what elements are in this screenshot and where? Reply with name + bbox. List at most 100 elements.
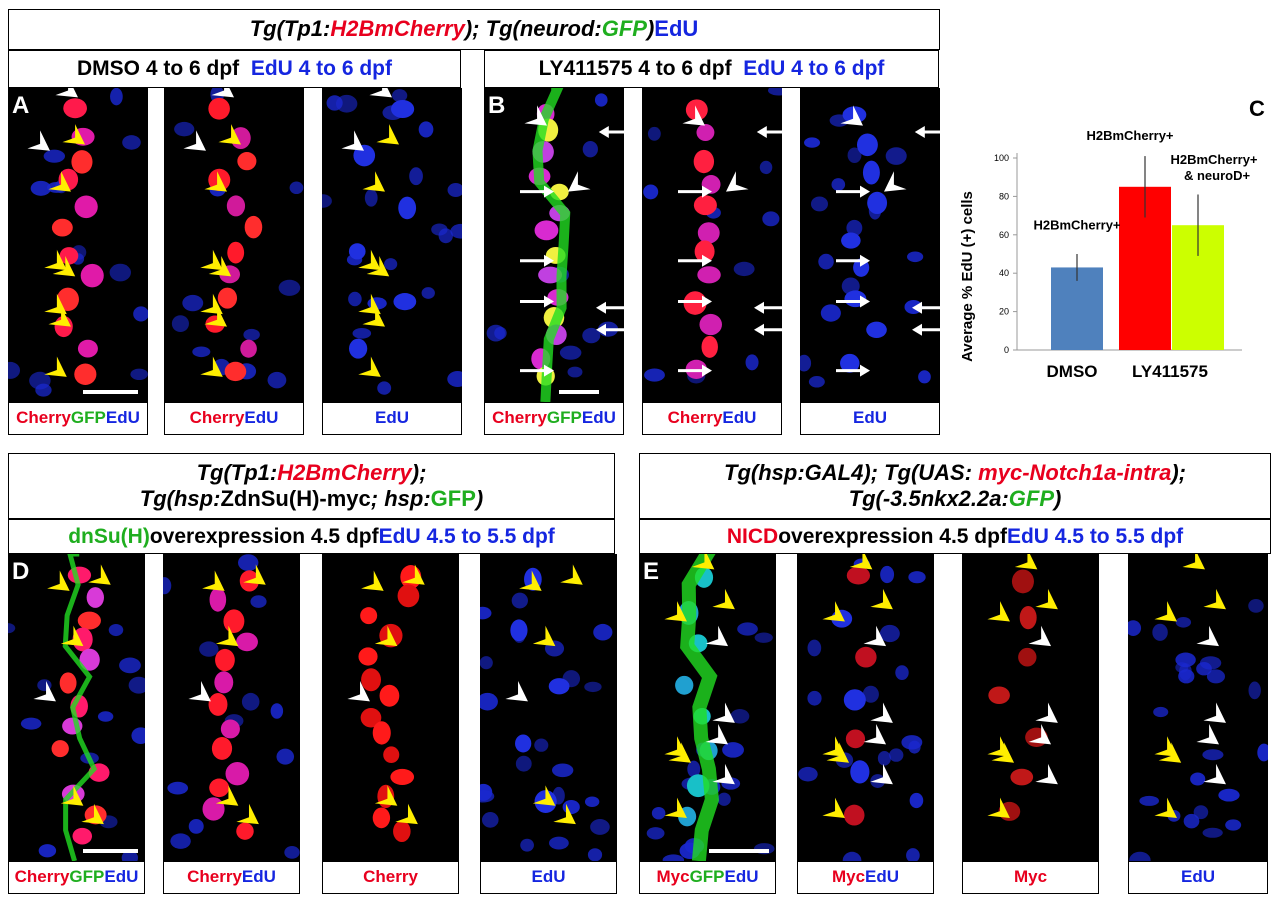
text-run: GFP (1008, 486, 1055, 511)
arrowhead (236, 803, 259, 825)
text-run: EdU (724, 867, 759, 887)
arrowhead (863, 625, 887, 647)
nucleus (759, 160, 773, 175)
nucleus (110, 88, 123, 106)
arrowhead (1203, 702, 1226, 723)
labeled-cell (77, 339, 98, 358)
nucleus (643, 184, 659, 200)
panel-b-merge: B (484, 88, 624, 402)
channel-caption: Cherry EdU (642, 402, 782, 435)
nucleus (109, 263, 131, 282)
ly-treatment-text: LY411575 4 to 6 dpf (538, 57, 732, 81)
panel-e-condition: NICD overexpression 4.5 dpf EdU 4.5 to 5… (639, 519, 1271, 554)
nucleus (1128, 620, 1142, 636)
text-run: ); (1171, 459, 1186, 485)
nucleus (590, 819, 610, 835)
labeled-cell (372, 807, 391, 829)
nucleus (879, 624, 900, 643)
panel-d-edu (480, 554, 617, 861)
nucleus (552, 763, 574, 778)
labeled-cell (358, 647, 378, 666)
arrowhead (991, 742, 1015, 763)
nucleus (862, 685, 879, 703)
nucleus (762, 211, 780, 227)
labeled-cell (86, 587, 104, 608)
labeled-cell (227, 241, 245, 264)
text-run: Cherry (14, 867, 70, 887)
arrowhead (27, 130, 50, 151)
bar (1051, 267, 1103, 350)
arrowhead (668, 742, 692, 763)
micrograph (163, 554, 300, 859)
nucleus (511, 592, 528, 609)
arrowhead (712, 763, 735, 785)
nucleus (322, 194, 332, 208)
nucleus (582, 140, 598, 158)
nucleus (754, 632, 773, 643)
nucleus (520, 838, 534, 852)
labeled-cell (696, 124, 715, 141)
channel-caption: Myc GFP EdU (639, 861, 776, 894)
panel-d-header-line1: Tg(Tp1:H2BmCherry); (197, 460, 427, 486)
panel-d-cherry-edu (163, 554, 300, 861)
arrowhead (200, 249, 223, 271)
nucleus (515, 755, 532, 772)
nucleus (270, 703, 284, 719)
text-run: ) (646, 16, 655, 42)
arrowhead (1196, 723, 1219, 745)
text-run: Tg(hsp:GAL4); Tg(UAS: (724, 459, 979, 485)
arrowhead (183, 130, 206, 151)
nucleus (804, 137, 821, 148)
nucleus (38, 844, 57, 858)
text-run: Tg(Tp1: (249, 16, 331, 42)
arrowhead (395, 803, 418, 825)
nucleus (1190, 772, 1206, 786)
ly-condition-label: LY411575 4 to 6 dpf EdU 4 to 6 dpf (484, 50, 939, 88)
nucleus (918, 370, 931, 384)
text-run: ); (411, 459, 427, 485)
nucleus (820, 304, 841, 322)
arrow-head (596, 323, 606, 336)
nucleus (800, 354, 812, 372)
arrow-head (860, 295, 870, 308)
panel-d-cherry (322, 554, 459, 861)
labeled-cell (74, 195, 98, 219)
labeled-cell (208, 692, 228, 716)
text-run: Cherry (189, 408, 245, 428)
panel-d-header-line2: Tg(hsp:ZdnSu(H)-myc; hsp:GFP) (140, 486, 483, 512)
micrograph (322, 88, 462, 395)
nucleus (644, 368, 665, 382)
panel-b-cherry-edu (642, 88, 782, 402)
nucleus (130, 368, 148, 381)
nucleus (559, 345, 582, 360)
text-run: GFP (546, 408, 582, 428)
text-run: myc-Notch1a-intra (978, 459, 1172, 485)
arrow-head (860, 364, 870, 377)
labeled-cell (534, 220, 559, 241)
nucleus (326, 95, 343, 111)
nucleus (480, 790, 495, 803)
arrowhead (358, 293, 381, 315)
panel-a-b-header: Tg(Tp1: H2BmCherry); Tg(neurod: GFP) EdU (8, 9, 940, 50)
arrowhead (44, 249, 67, 271)
arrowhead (826, 742, 850, 763)
nucleus (1152, 623, 1168, 641)
labeled-cell (51, 740, 69, 758)
labeled-cell (236, 822, 254, 840)
arrowhead (1154, 797, 1178, 819)
arrowhead (362, 171, 385, 192)
arrow-head (544, 364, 554, 377)
arrowhead (1182, 554, 1205, 570)
arrowhead (55, 88, 78, 98)
nucleus (384, 258, 398, 271)
nucleus (908, 571, 926, 584)
nucleus (30, 180, 52, 196)
nucleus (907, 251, 924, 263)
arrowhead (52, 256, 76, 277)
arrowhead (560, 564, 583, 585)
labeled-cell (675, 675, 694, 695)
text-run: H2BmCherry (277, 459, 412, 485)
labeled-cell (237, 152, 257, 171)
panel-e-myc (962, 554, 1099, 861)
arrowhead (863, 723, 887, 745)
